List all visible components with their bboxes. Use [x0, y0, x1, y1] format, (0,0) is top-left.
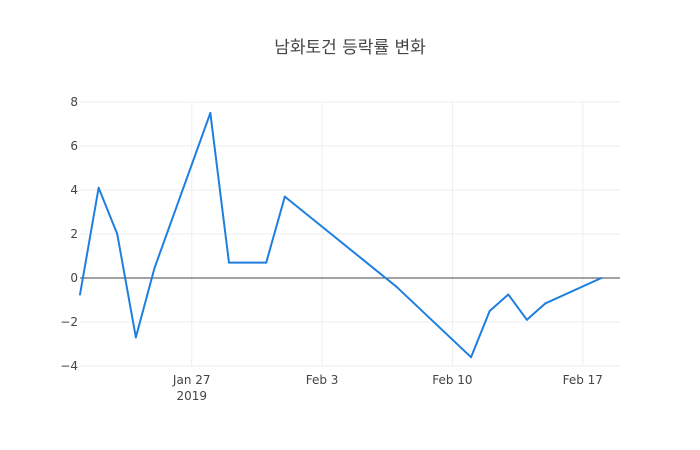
data-point: [116, 233, 119, 235]
data-point: [97, 186, 100, 189]
data-point: [600, 277, 603, 279]
data-point: [470, 356, 473, 359]
data-point: [544, 302, 547, 305]
data-point: [265, 261, 268, 264]
x-tick-label: Feb 17: [563, 373, 603, 387]
y-tick-label: 8: [70, 95, 78, 109]
grid-layer: [80, 101, 620, 367]
data-point: [507, 293, 510, 296]
data-point: [395, 285, 398, 288]
data-point: [153, 267, 156, 270]
data-point: [209, 112, 212, 114]
y-tick-label: 2: [70, 227, 78, 241]
x-tick-label: Feb 10: [432, 373, 472, 387]
y-tick-label: −2: [60, 315, 78, 329]
chart-title: 남화토건 등락률 변화: [274, 38, 426, 58]
x-tick-sublabel: 2019: [176, 389, 207, 403]
data-point: [134, 336, 137, 339]
y-tick-label: 4: [70, 183, 78, 197]
y-tick-label: 0: [70, 271, 78, 285]
y-tick-labels: 8 6 4 2 0 −2 −4: [60, 95, 78, 373]
data-point: [525, 318, 528, 321]
data-point: [79, 293, 81, 296]
data-point: [283, 195, 286, 198]
y-tick-label: −4: [60, 359, 78, 373]
x-tick-label: Feb 3: [306, 373, 339, 387]
y-tick-label: 6: [70, 139, 78, 153]
data-point: [227, 261, 230, 264]
series-layer: [79, 112, 603, 359]
x-tick-label: Jan 27: [172, 373, 211, 387]
series-line: [79, 112, 602, 359]
x-tick-labels: Jan 27 2019 Feb 3 Feb 10 Feb 17: [172, 373, 603, 403]
data-point: [488, 310, 491, 312]
